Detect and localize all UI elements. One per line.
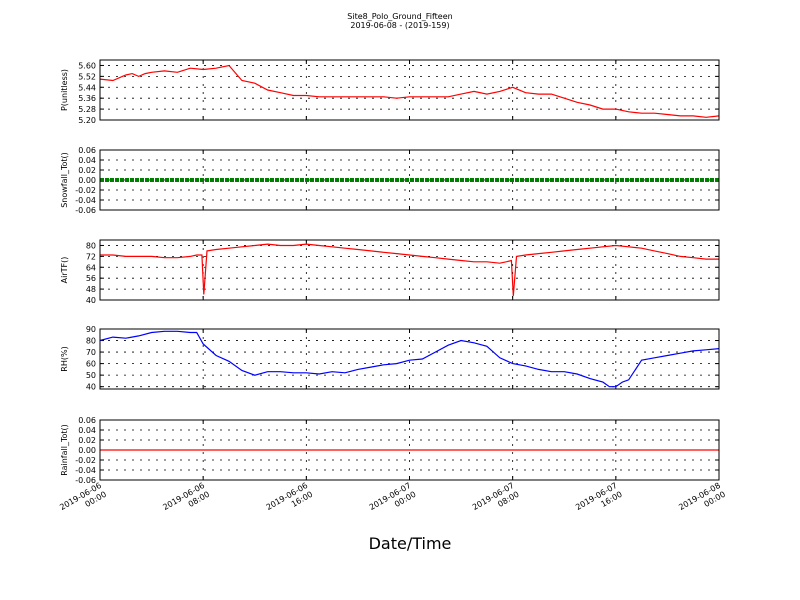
panel-1: 5.20 5.28 5.36 5.44 5.52 5.60 P(unitless)	[60, 59, 720, 125]
y-tick-label: -0.04	[75, 466, 96, 475]
y-tick-label: 64	[86, 263, 96, 272]
y-tick-label: -0.02	[75, 456, 96, 465]
y-tick-label: 5.28	[78, 105, 96, 114]
y-tick-label: 70	[86, 348, 96, 357]
panel-2: -0.06-0.04-0.020.000.020.040.06 Snowfall_…	[60, 146, 720, 215]
chart-subtitle: 2019-06-08 - (2019-159)	[350, 21, 450, 30]
y-tick-label: -0.06	[75, 476, 96, 485]
y-tick-label: 40	[86, 383, 96, 392]
y-tick-label: -0.02	[75, 186, 96, 195]
y-tick-label: 40	[86, 296, 96, 305]
y-tick-label: 0.02	[78, 166, 96, 175]
y-tick-label: 60	[86, 360, 96, 369]
series-line	[99, 330, 720, 388]
y-tick-label: 56	[86, 274, 96, 283]
y-tick-label: 5.36	[78, 94, 96, 103]
y-tick-label: -0.04	[75, 196, 96, 205]
y-axis-label: Rainfall_Tot()	[60, 424, 69, 476]
y-tick-label: 72	[86, 252, 96, 261]
panel-3: 40 48 56 64 72 80 AirTF()	[60, 239, 720, 305]
y-axis-label: Snowfall_Tot()	[60, 152, 69, 208]
y-tick-label: 5.20	[78, 116, 96, 125]
y-tick-label: 5.44	[78, 83, 96, 92]
y-tick-label: 5.52	[78, 72, 96, 81]
y-tick-label: 0.06	[78, 146, 96, 155]
y-tick-label: 0.04	[78, 426, 96, 435]
chart-title: Site8_Polo_Ground_Fifteen	[347, 12, 453, 21]
y-tick-label: 50	[86, 371, 96, 380]
panel-5: -0.06-0.04-0.020.000.020.040.06 Rainfall_…	[60, 416, 720, 485]
plot-frame	[99, 328, 720, 390]
y-tick-label: 0.00	[78, 446, 96, 455]
plot-frame	[99, 149, 720, 211]
y-axis-label: RH(%)	[60, 346, 69, 371]
y-tick-label: 80	[86, 241, 96, 250]
y-tick-label: 0.02	[78, 436, 96, 445]
plot-frame	[99, 59, 720, 121]
y-tick-label: 48	[86, 285, 96, 294]
plot-frame	[99, 239, 720, 301]
y-tick-label: -0.06	[75, 206, 96, 215]
series-line	[99, 64, 720, 118]
panel-4: 40 50 60 70 80 90 RH(%)	[60, 325, 720, 392]
y-axis-label: AirTF()	[60, 257, 69, 284]
series-line	[100, 243, 719, 296]
y-tick-label: 5.60	[78, 61, 96, 70]
y-tick-label: 80	[86, 337, 96, 346]
y-tick-label: 0.04	[78, 156, 96, 165]
y-tick-label: 90	[86, 325, 96, 334]
y-tick-label: 0.00	[78, 176, 96, 185]
y-axis-label: P(unitless)	[60, 69, 69, 111]
plot-frame	[99, 419, 720, 481]
x-axis-title: Date/Time	[368, 534, 452, 553]
y-tick-label: 0.06	[78, 416, 96, 425]
